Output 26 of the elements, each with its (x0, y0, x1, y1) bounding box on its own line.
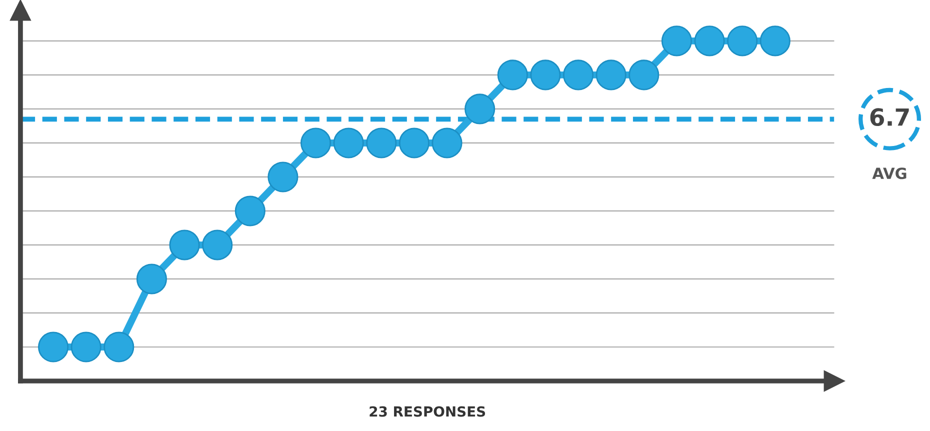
x-axis-title: 23 RESPONSES (370, 406, 486, 417)
point (596, 60, 626, 90)
point (432, 128, 462, 158)
point (136, 264, 167, 294)
point (628, 60, 660, 90)
point (300, 128, 332, 158)
point (234, 196, 266, 226)
point (202, 230, 233, 260)
point (38, 332, 69, 362)
point (562, 60, 594, 90)
point (70, 332, 102, 362)
point (497, 60, 528, 90)
point (694, 26, 725, 56)
point (530, 60, 561, 90)
point (727, 26, 758, 56)
text: 6.7 (870, 108, 909, 126)
text: AVG (872, 168, 906, 180)
point (333, 128, 364, 158)
point (169, 230, 200, 260)
point (760, 26, 790, 56)
point (661, 26, 692, 56)
point (464, 94, 496, 124)
point (268, 162, 298, 192)
point (366, 128, 397, 158)
point (398, 128, 430, 158)
point (104, 332, 134, 362)
